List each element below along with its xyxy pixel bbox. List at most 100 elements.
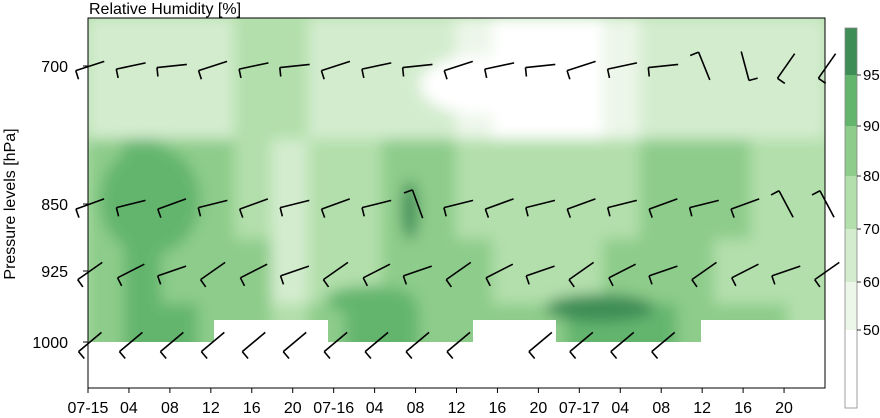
- wind-barb-feather: [528, 351, 536, 360]
- wind-barb-feather: [689, 51, 699, 57]
- colorbar-label: 90: [863, 118, 880, 135]
- wind-barb-shaft: [75, 198, 105, 210]
- wind-barb-feather: [241, 351, 249, 360]
- x-axis: 07-15 04 08 12 16 20 07-16 04 08 12 16 20 07-17 04 08 1…: [68, 388, 793, 417]
- chart-title: Relative Humidity [%]: [89, 1, 241, 18]
- colorbar-swatch: [845, 28, 857, 75]
- rh-cell: [492, 239, 532, 306]
- wind-barb-feather: [566, 208, 572, 218]
- y-tick-label: 925: [41, 264, 68, 281]
- wind-barb-feather: [323, 351, 331, 360]
- wind-barb-shaft: [689, 199, 719, 209]
- wind-barb-feather: [74, 70, 80, 80]
- wind-barb-shaft: [568, 261, 595, 281]
- wind-barb-shaft: [648, 63, 679, 69]
- y-tick-label: 700: [41, 59, 68, 76]
- wind-barb-feather: [402, 275, 408, 285]
- rh-cell: [308, 139, 347, 241]
- wind-barb-feather: [199, 279, 207, 288]
- colorbar-label: 70: [863, 221, 880, 238]
- rh-cell: [639, 18, 679, 141]
- wind-barb-feather: [648, 275, 653, 285]
- colorbar-frame: [844, 27, 858, 409]
- wind-barb-feather: [279, 275, 285, 285]
- rh-cell: [234, 139, 274, 241]
- x-tick-label: 12: [693, 400, 711, 417]
- x-tick-label: 16: [489, 400, 507, 417]
- wind-barb-shaft: [446, 331, 471, 353]
- wind-barb-shaft: [778, 190, 794, 218]
- below-ground-mask: [88, 320, 825, 388]
- wind-barb-shaft: [241, 331, 266, 353]
- rh-cell: [88, 239, 126, 306]
- wind-barb-shaft: [403, 265, 432, 277]
- wind-barb-shaft: [610, 331, 635, 353]
- x-tick-label: 20: [529, 400, 547, 417]
- x-tick-label: 20: [775, 400, 793, 417]
- wind-barb-feather: [651, 351, 659, 360]
- wind-barb-feather: [322, 279, 330, 288]
- wind-barb-feather: [608, 277, 614, 287]
- rh-cell: [676, 239, 716, 306]
- wind-barb-shaft: [321, 60, 351, 72]
- wind-barb-shaft: [117, 263, 145, 279]
- rh-cell: [787, 18, 825, 141]
- wind-barb-feather: [648, 208, 653, 218]
- wind-barb-shaft: [279, 199, 310, 209]
- x-tick-label: 16: [734, 400, 752, 417]
- wind-barb-feather: [238, 68, 242, 79]
- wind-barb-shaft: [322, 261, 349, 281]
- rh-cell: [418, 139, 458, 241]
- y-axis: 700 850 925 1000: [32, 59, 88, 352]
- wind-barb-feather: [731, 277, 737, 287]
- x-tick-label: 16: [243, 400, 261, 417]
- wind-barb-feather: [282, 351, 290, 360]
- wind-barb-feather: [405, 351, 413, 360]
- rh-cell: [750, 18, 790, 141]
- wind-barb-shaft: [323, 331, 348, 353]
- wind-barb-feather: [485, 277, 491, 287]
- x-tick-label: 07-17: [559, 400, 600, 417]
- wind-barb-shaft: [528, 331, 553, 353]
- wind-barb-feather: [606, 207, 611, 217]
- wind-barb-shaft: [200, 331, 225, 353]
- wind-barb-feather: [647, 67, 651, 77]
- wind-barb-feather: [197, 70, 203, 80]
- y-tick-label: 850: [41, 197, 68, 214]
- wind-barb-shaft: [771, 265, 801, 277]
- x-tick-label: 04: [611, 400, 629, 417]
- wind-barb-feather: [156, 67, 159, 77]
- wind-barb-feather: [279, 67, 282, 77]
- wind-barb-shaft: [817, 53, 837, 79]
- colorbar-swatch: [845, 126, 857, 176]
- rh-cell: [271, 139, 311, 241]
- rh-cell: [787, 239, 825, 306]
- wind-barb-feather: [770, 190, 780, 196]
- rh-core: [545, 294, 655, 322]
- wind-barb-feather: [610, 351, 618, 360]
- colorbar-swatch: [845, 330, 857, 408]
- x-tick-label: 08: [161, 400, 179, 417]
- rh-cell: [88, 18, 126, 141]
- rh-cell: [197, 18, 237, 141]
- rh-cell: [197, 239, 237, 306]
- wind-barb-feather: [157, 208, 162, 218]
- wind-barb-shaft: [240, 263, 268, 279]
- wind-barb-shaft: [485, 263, 514, 279]
- wind-barb-feather: [445, 279, 453, 288]
- wind-barb-feather: [483, 68, 488, 79]
- rh-cell: [713, 139, 753, 241]
- wind-barb-shaft: [116, 199, 146, 209]
- wind-barb-shaft: [607, 199, 638, 209]
- rh-cell: [713, 239, 753, 306]
- wind-barb-feather: [568, 279, 575, 288]
- wind-barb-feather: [115, 207, 120, 217]
- colorbar-label: 95: [863, 67, 880, 84]
- wind-barb-feather: [771, 275, 776, 285]
- colorbar-swatch: [845, 176, 857, 229]
- rh-cell: [418, 239, 458, 306]
- wind-barb-shaft: [443, 199, 474, 209]
- wind-barb-feather: [239, 277, 246, 287]
- wind-barb-feather: [197, 207, 202, 217]
